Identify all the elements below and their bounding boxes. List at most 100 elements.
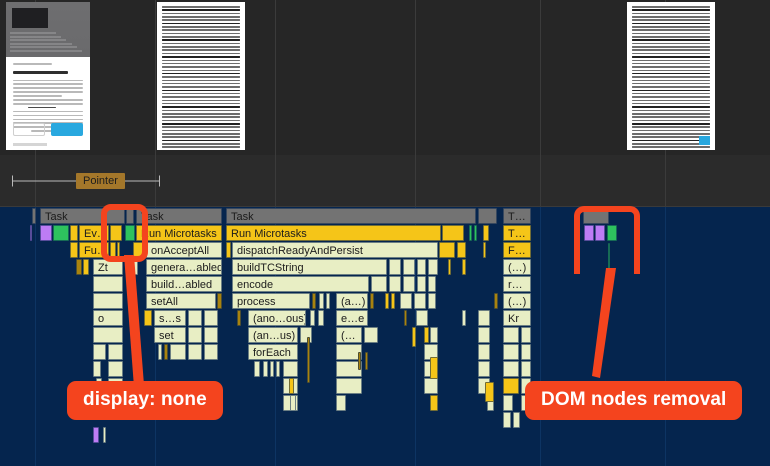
anonymous-block[interactable]: e…e bbox=[336, 310, 368, 326]
set-all-block[interactable]: setAll bbox=[146, 293, 216, 309]
script-block[interactable] bbox=[428, 259, 438, 275]
script-block[interactable] bbox=[164, 344, 168, 360]
anonymous-block[interactable]: (a…) bbox=[336, 293, 368, 309]
script-block[interactable] bbox=[283, 361, 298, 377]
script-block[interactable] bbox=[237, 310, 241, 326]
script-block[interactable] bbox=[188, 327, 202, 343]
script-block[interactable] bbox=[414, 293, 426, 309]
script-block[interactable] bbox=[412, 327, 416, 347]
o-block[interactable]: o bbox=[93, 310, 123, 326]
script-block[interactable] bbox=[188, 310, 202, 326]
anonymous-block[interactable]: (ano…ous) bbox=[248, 310, 306, 326]
build-tc-string-block[interactable]: buildTCString bbox=[232, 259, 387, 275]
script-block[interactable] bbox=[204, 327, 218, 343]
script-block[interactable] bbox=[485, 382, 494, 402]
script-block[interactable] bbox=[521, 327, 531, 343]
script-block[interactable] bbox=[319, 293, 324, 309]
script-block[interactable] bbox=[93, 327, 123, 343]
process-block[interactable]: process bbox=[232, 293, 310, 309]
run-microtasks-block[interactable] bbox=[442, 225, 464, 241]
script-block[interactable] bbox=[300, 327, 312, 343]
script-block[interactable] bbox=[93, 344, 106, 360]
script-block[interactable] bbox=[478, 327, 490, 343]
script-block[interactable] bbox=[424, 378, 438, 394]
set-block[interactable]: set bbox=[154, 327, 186, 343]
script-block[interactable] bbox=[312, 293, 316, 309]
anonymous-block[interactable]: (an…us) bbox=[248, 327, 298, 343]
script-block[interactable] bbox=[83, 259, 89, 275]
script-block[interactable] bbox=[503, 361, 519, 377]
script-block[interactable] bbox=[358, 352, 361, 370]
event-block[interactable] bbox=[70, 225, 78, 241]
script-block[interactable] bbox=[336, 395, 346, 411]
event-block[interactable] bbox=[40, 225, 52, 241]
main-thread-flame-chart[interactable]: Task Task Task T… Ev…s Run Microtasks Ru… bbox=[0, 207, 770, 466]
script-block[interactable] bbox=[417, 276, 426, 292]
event-block[interactable] bbox=[595, 225, 605, 241]
script-block[interactable] bbox=[158, 344, 162, 360]
interaction-pointer-label[interactable]: Pointer bbox=[76, 173, 125, 189]
script-block[interactable] bbox=[254, 361, 260, 377]
dispatch-ready-and-persist-block[interactable]: dispatchReadyAndPersist bbox=[232, 242, 438, 258]
script-block[interactable] bbox=[389, 276, 401, 292]
anonymous-block[interactable]: (…) bbox=[503, 259, 531, 275]
script-block[interactable] bbox=[93, 293, 123, 309]
script-block[interactable] bbox=[217, 293, 222, 309]
script-block[interactable] bbox=[76, 259, 82, 275]
script-block[interactable] bbox=[478, 344, 490, 360]
event-block[interactable] bbox=[608, 243, 610, 269]
encode-block[interactable]: encode bbox=[232, 276, 369, 292]
task-block[interactable] bbox=[32, 208, 36, 224]
event-block[interactable] bbox=[483, 225, 489, 241]
script-block[interactable] bbox=[404, 310, 407, 326]
script-block[interactable] bbox=[403, 276, 415, 292]
script-block[interactable] bbox=[290, 395, 296, 411]
function-call-block[interactable] bbox=[457, 242, 466, 258]
script-block[interactable] bbox=[391, 293, 395, 309]
function-call-block[interactable] bbox=[226, 242, 231, 258]
event-block[interactable] bbox=[110, 225, 122, 241]
script-block[interactable] bbox=[428, 276, 436, 292]
script-block[interactable] bbox=[462, 259, 466, 275]
script-block[interactable] bbox=[204, 344, 218, 360]
run-microtasks-block[interactable]: Run Microtasks bbox=[136, 225, 222, 241]
script-block[interactable] bbox=[503, 327, 519, 343]
task-block[interactable]: Task bbox=[136, 208, 222, 224]
interaction-pointer[interactable]: Pointer bbox=[12, 173, 160, 189]
script-block[interactable] bbox=[448, 259, 451, 275]
script-block[interactable] bbox=[521, 361, 531, 377]
script-block[interactable] bbox=[494, 293, 498, 309]
event-block[interactable]: Ev…s bbox=[79, 225, 109, 241]
script-block[interactable] bbox=[307, 337, 310, 383]
anonymous-block[interactable]: (… bbox=[336, 327, 362, 343]
event-block[interactable] bbox=[469, 225, 472, 241]
event-block[interactable] bbox=[53, 225, 69, 241]
task-block[interactable]: Task bbox=[226, 208, 476, 224]
task-block[interactable]: Task bbox=[40, 208, 125, 224]
task-block[interactable] bbox=[126, 208, 134, 224]
script-block[interactable] bbox=[430, 395, 438, 411]
script-block[interactable] bbox=[430, 357, 438, 379]
script-block[interactable] bbox=[416, 310, 428, 326]
script-block[interactable] bbox=[336, 361, 362, 377]
generate-enabled-block[interactable]: genera…abled bbox=[146, 259, 222, 275]
script-block[interactable] bbox=[503, 344, 519, 360]
filmstrip-frame-article-1[interactable] bbox=[157, 2, 245, 150]
function-call-block[interactable] bbox=[70, 242, 78, 258]
script-block[interactable] bbox=[521, 344, 531, 360]
script-block[interactable] bbox=[318, 310, 324, 326]
script-block[interactable] bbox=[170, 344, 186, 360]
script-block[interactable] bbox=[276, 361, 280, 377]
script-block[interactable] bbox=[263, 361, 268, 377]
function-call-block[interactable] bbox=[483, 242, 486, 258]
script-block[interactable] bbox=[385, 293, 389, 309]
task-block[interactable] bbox=[583, 208, 609, 224]
script-block[interactable] bbox=[93, 276, 123, 292]
script-block[interactable] bbox=[503, 412, 511, 428]
kr-block[interactable]: Kr bbox=[503, 310, 531, 326]
anonymous-block[interactable]: (…) bbox=[503, 293, 531, 309]
script-block[interactable] bbox=[336, 344, 362, 360]
run-microtasks-block[interactable]: Run Microtasks bbox=[226, 225, 441, 241]
script-block[interactable]: r… bbox=[503, 276, 531, 292]
script-block[interactable] bbox=[365, 352, 368, 370]
